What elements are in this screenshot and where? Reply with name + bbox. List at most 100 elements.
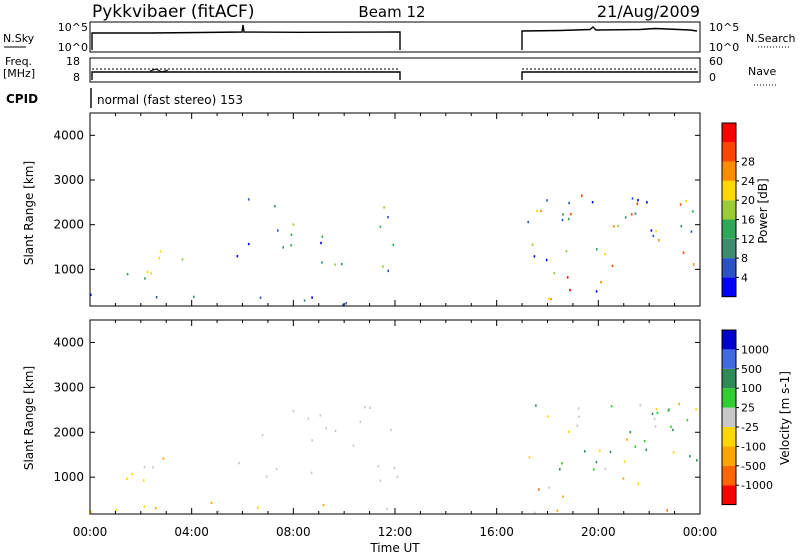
power-echo-cell [150, 272, 152, 275]
power-echo-cell [90, 293, 92, 296]
velocity-echo-cell [533, 511, 536, 514]
velocity-colorbar-tick-label: -100 [741, 440, 766, 453]
velocity-colorbar-label: Velocity [m s-1] [778, 371, 792, 465]
power-colorbar: 4 8 12 16 20 24 28 [721, 122, 755, 298]
velocity-echo-cell [639, 404, 642, 407]
velocity-echo-cell [386, 507, 388, 511]
power-echo-cell [126, 273, 129, 276]
power-colorbar-tick-label: 12 [741, 233, 755, 246]
velocity-echo-cell [686, 419, 689, 422]
time-axis: 00:00 04:00 08:00 12:00 16:00 20:00 00:00 [73, 525, 718, 539]
power-echo-cell [155, 296, 158, 299]
velocity-colorbar-swatch [722, 446, 736, 466]
velocity-y-ticks: 1000 2000 3000 4000 [53, 320, 701, 514]
power-echo-cell [311, 296, 313, 299]
velocity-echo-cell [643, 439, 646, 443]
power-echo-cell [546, 199, 548, 202]
velocity-echo-cell [667, 409, 670, 412]
nsearch-tick-top: 10^5 [709, 21, 739, 34]
power-echo-cell [567, 217, 570, 221]
power-data-layer [90, 194, 695, 306]
velocity-echo-cell [689, 455, 691, 458]
velocity-colorbar-swatch [722, 427, 736, 447]
velocity-echo-cell [651, 412, 654, 415]
velocity-echo-cell [547, 415, 549, 418]
velocity-echo-cell [257, 506, 259, 509]
velocity-echo-cell [393, 466, 396, 470]
nsky-tick-top: 10^5 [58, 21, 88, 34]
velocity-echo-cell [559, 468, 561, 471]
power-echo-cell [536, 209, 538, 213]
nsearch-tick-bottom: 10^0 [709, 41, 739, 54]
power-ylabel: Slant Range [km] [22, 161, 36, 265]
velocity-echo-cell [352, 444, 355, 447]
power-echo-cell [290, 244, 292, 247]
velocity-colorbar-tick-label: 500 [741, 363, 762, 376]
power-ytick-label: 2000 [53, 218, 84, 232]
velocity-echo-cell [379, 479, 382, 482]
velocity-echo-cell [678, 402, 680, 406]
freq-label-line2: [MHz] [3, 67, 35, 80]
nsky-strip: N.Sky 10^5 10^0 10^5 10^0 N.Search [3, 21, 796, 54]
velocity-ytick-label: 1000 [53, 470, 84, 484]
power-echo-cell [282, 246, 284, 249]
power-colorbar-swatch [722, 161, 736, 181]
power-echo-cell [277, 229, 279, 232]
power-echo-cell [600, 281, 602, 284]
station-title: Pykkvibaer (fitACF) [92, 2, 254, 22]
power-echo-cell [274, 205, 276, 208]
velocity-echo-cell [364, 406, 366, 409]
velocity-ytick-label: 3000 [53, 380, 84, 394]
power-echo-cell [341, 262, 343, 266]
velocity-ylabel: Slant Range [km] [22, 366, 36, 470]
nave-label: Nave [748, 65, 776, 78]
velocity-echo-cell [595, 460, 598, 464]
velocity-echo-cell [626, 438, 628, 441]
velocity-echo-cell [562, 495, 564, 498]
velocity-echo-cell [666, 509, 668, 512]
velocity-echo-cell [696, 459, 698, 462]
velocity-echo-cell [593, 468, 595, 471]
nsky-tick-bottom: 10^0 [58, 41, 88, 54]
velocity-echo-cell [275, 467, 278, 471]
power-echo-cell [321, 261, 323, 264]
power-echo-cell [382, 265, 384, 268]
power-echo-cell [617, 224, 619, 228]
velocity-echo-cell [629, 431, 632, 434]
cpid-text: normal (fast stereo) 153 [97, 93, 243, 107]
velocity-echo-cell [396, 475, 399, 479]
power-echo-cell [591, 201, 594, 204]
power-echo-cell [682, 251, 685, 254]
nave-tick-top: 60 [709, 55, 723, 68]
velocity-echo-cell [325, 427, 327, 430]
velocity-echo-cell [653, 417, 656, 420]
power-colorbar-tick-label: 16 [741, 214, 755, 227]
velocity-echo-cell [654, 425, 657, 428]
power-colorbar-label: Power [dB] [756, 178, 770, 243]
nsky-frame [89, 21, 701, 53]
velocity-ytick-label: 4000 [53, 335, 84, 349]
power-ytick-label: 1000 [53, 262, 84, 276]
cpid-strip: CPID normal (fast stereo) 153 [6, 88, 243, 108]
power-colorbar-swatch [722, 142, 736, 162]
power-echo-cell [595, 290, 598, 293]
velocity-colorbar-swatch [722, 368, 736, 389]
velocity-echo-cell [584, 450, 586, 453]
power-echo-cell [548, 297, 550, 300]
freq-tick-top: 18 [66, 55, 80, 68]
velocity-echo-cell [623, 460, 626, 463]
power-echo-cell [540, 209, 542, 213]
power-echo-cell [652, 234, 655, 238]
nsky-label: N.Sky [3, 32, 35, 45]
velocity-echo-cell [577, 407, 580, 410]
power-echo-cell [236, 255, 239, 258]
velocity-echo-cell [238, 461, 240, 465]
power-echo-cell [566, 276, 569, 279]
power-echo-cell [247, 242, 250, 246]
power-colorbar-tick-label: 24 [741, 175, 755, 188]
velocity-colorbar-swatch [722, 465, 736, 486]
power-colorbar-swatch [722, 258, 736, 278]
power-echo-cell [247, 198, 250, 201]
power-echo-cell [545, 258, 548, 262]
power-echo-cell [631, 197, 634, 200]
